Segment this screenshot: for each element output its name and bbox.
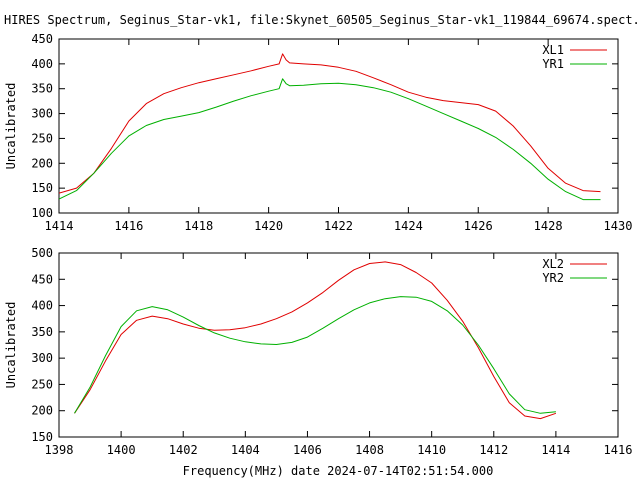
y-tick-label: 350 [31, 325, 53, 339]
y-tick-label: 250 [31, 131, 53, 145]
y-tick-label: 150 [31, 430, 53, 444]
x-tick-label: 1416 [114, 219, 143, 233]
y-axis-label: Uncalibrated [4, 302, 18, 389]
series-line-xl2 [74, 261, 557, 420]
plot-frame [58, 252, 619, 438]
plot-frame [58, 38, 619, 214]
legend-label-yr2: YR2 [542, 271, 564, 285]
top-panel: 1414 1416 1418 1420 1422 1424 1426 1428 1430 100 1… [4, 32, 632, 233]
x-tick-label: 1414 [45, 219, 74, 233]
y-tick-label: 450 [31, 272, 53, 286]
y-tick-label: 350 [31, 82, 53, 96]
x-tick-label: 1408 [355, 443, 384, 457]
series-line-yr1 [59, 78, 601, 201]
x-tick-label: 1418 [184, 219, 213, 233]
x-tick-label: 1412 [479, 443, 508, 457]
x-tick-label: 1426 [464, 219, 493, 233]
y-tick-label: 150 [31, 181, 53, 195]
y-tick-label: 450 [31, 32, 53, 46]
legend-label-xl2: XL2 [542, 257, 564, 271]
y-tick-label: 250 [31, 377, 53, 391]
y-tick-label: 500 [31, 246, 53, 260]
x-tick-label: 1414 [541, 443, 570, 457]
y-tick-label: 200 [31, 404, 53, 418]
x-tick-label: 1398 [45, 443, 74, 457]
y-tick-label: 400 [31, 57, 53, 71]
x-tick-label: 1404 [231, 443, 260, 457]
x-tick-label: 1416 [604, 443, 633, 457]
x-tick-label: 1402 [169, 443, 198, 457]
x-tick-label: 1424 [394, 219, 423, 233]
y-tick-label: 200 [31, 156, 53, 170]
x-tick-label: 1428 [534, 219, 563, 233]
legend-label-xl1: XL1 [542, 43, 564, 57]
x-tick-label: 1406 [293, 443, 322, 457]
legend-label-yr1: YR1 [542, 57, 564, 71]
x-tick-label: 1400 [107, 443, 136, 457]
y-tick-label: 300 [31, 351, 53, 365]
series-line-yr2 [74, 296, 556, 414]
y-axis-label: Uncalibrated [4, 83, 18, 170]
y-tick-label: 400 [31, 299, 53, 313]
x-tick-label: 1420 [254, 219, 283, 233]
x-axis-label: Frequency(MHz) date 2024-07-14T02:51:54.… [183, 464, 494, 478]
y-tick-label: 300 [31, 107, 53, 121]
x-tick-label: 1430 [604, 219, 633, 233]
y-tick-label: 100 [31, 206, 53, 220]
x-tick-label: 1410 [417, 443, 446, 457]
x-tick-label: 1422 [324, 219, 353, 233]
bottom-panel: 1398 1400 1402 1404 1406 1408 1410 1412 1414 1416… [4, 246, 632, 457]
series-line-xl1 [59, 53, 601, 194]
figure-title: HIRES Spectrum, Seginus_Star-vk1, file:S… [4, 13, 640, 27]
